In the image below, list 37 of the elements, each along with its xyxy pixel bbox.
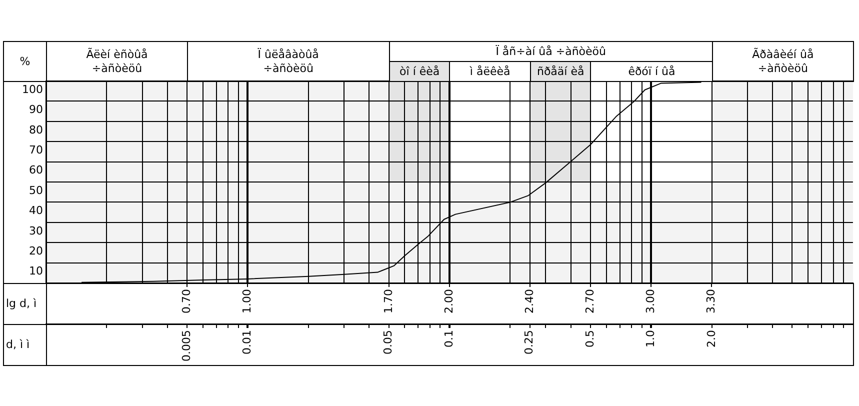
band-label: ì åëêèå	[449, 61, 531, 82]
x-tick-label: 1.0	[644, 330, 658, 348]
x2-tick-label: 2.40	[523, 289, 536, 314]
x2-tick-label: 2.70	[584, 289, 597, 314]
band-label: Ï åñ÷àí ûå ÷àñòèöû	[388, 41, 713, 62]
x-tick-label: 0.05	[382, 330, 395, 354]
y-tick-label: 10	[29, 264, 43, 278]
band-label: òî í êèå	[388, 61, 450, 82]
y-axis-title: %	[3, 41, 47, 82]
y-tick-label: 30	[29, 224, 43, 238]
x2-tick-label: 1.00	[240, 289, 254, 314]
band-label: Ãëèí èñòûå ÷àñòèöû	[46, 41, 188, 82]
x2-tick-label: 3.30	[704, 289, 718, 314]
x-tick-label: 2.0	[704, 330, 718, 348]
y-tick-label: 20	[29, 244, 43, 258]
x-tick-label: 0.005	[180, 330, 193, 362]
x-tick-label: 0.5	[583, 330, 596, 348]
x2-tick-label: 1.70	[382, 289, 395, 314]
y-tick-label: 60	[29, 164, 43, 177]
band-label: Ï ûëåâàòûå ÷àñòèöû	[187, 41, 390, 82]
y-tick-label: 90	[29, 103, 43, 116]
x-tick-label: 0.1	[442, 330, 456, 348]
x2-tick-label: 3.00	[644, 289, 658, 314]
band-label: ñðåäí èå	[530, 61, 592, 82]
x2-tick-label: 0.70	[180, 289, 194, 314]
x-axis-title: d, ì ì	[3, 324, 47, 366]
x2-axis-title: lg d, ì	[3, 283, 47, 325]
band-label: êðóï í ûå	[590, 61, 713, 82]
y-tick-label: 40	[29, 204, 43, 218]
y-tick-label: 50	[29, 184, 43, 197]
band-label: Ãðàâèéí ûå ÷àñòèöû	[712, 41, 854, 82]
x-tick-label: 0.01	[240, 330, 254, 354]
y-tick-label: 100	[22, 82, 43, 96]
y-tick-label: 80	[29, 123, 43, 136]
x2-tick-label: 2.00	[442, 289, 456, 314]
y-tick-label: 70	[29, 143, 43, 156]
x-tick-label: 0.25	[522, 330, 536, 354]
